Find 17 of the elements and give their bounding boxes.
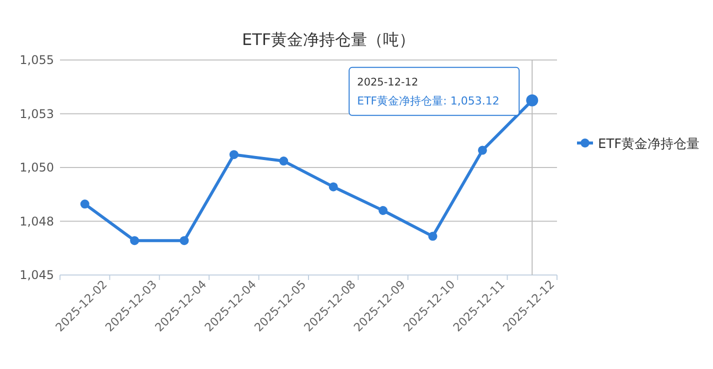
y-tick-label: 1,050 xyxy=(20,160,54,174)
point xyxy=(279,156,288,166)
point xyxy=(130,236,140,246)
legend-label: ETF黄金净持仓量 xyxy=(598,137,700,152)
y-tick-label: 1,055 xyxy=(20,53,54,67)
point xyxy=(428,232,438,241)
point xyxy=(478,146,487,155)
point xyxy=(80,200,90,209)
chart-title: ETF黄金净持仓量（吨） xyxy=(242,30,416,49)
point xyxy=(180,236,189,246)
y-tick-label: 1,048 xyxy=(20,214,54,228)
point xyxy=(229,150,238,160)
point xyxy=(378,206,388,215)
point xyxy=(328,182,338,192)
y-tick-label: 1,053 xyxy=(20,106,54,121)
y-tick-label: 1,045 xyxy=(20,268,54,282)
annotation: 2025-12-12 ETF黄金净持仓量: 1,053.12 xyxy=(357,76,500,108)
